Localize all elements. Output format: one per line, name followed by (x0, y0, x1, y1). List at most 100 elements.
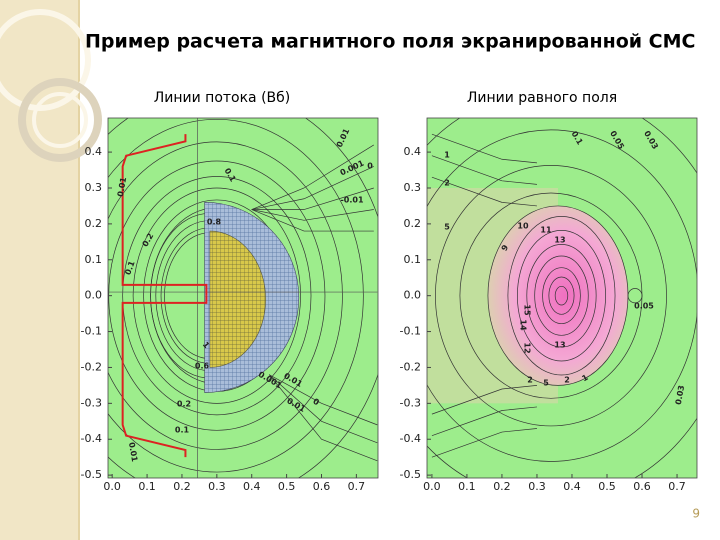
x-tick-label: 0.3 (528, 480, 546, 493)
y-tick-label: -0.2 (81, 360, 102, 373)
contour-label: 1 (444, 151, 450, 160)
contour-line (627, 288, 643, 304)
contour-line (431, 155, 537, 185)
contour-label: 15 (523, 304, 532, 316)
panel-subtitle: Линии потока (Вб) (154, 90, 291, 106)
contour-label: 12 (523, 342, 532, 353)
x-tick-label: 0.6 (633, 480, 651, 493)
contour-line (122, 176, 312, 416)
contour-line (427, 129, 697, 462)
contour-line (548, 276, 575, 315)
y-tick-label: 0.1 (404, 253, 422, 266)
y-tick-label: 0.4 (404, 145, 422, 158)
x-tick-label: 0.2 (493, 480, 511, 493)
plot-frame (107, 117, 379, 479)
x-tick-label: 0.7 (668, 480, 686, 493)
y-tick-label: -0.5 (81, 468, 102, 481)
y-tick-label: 0.2 (404, 217, 422, 230)
contour-label: 0.01 (127, 441, 139, 462)
x-tick-label: 0.1 (458, 480, 476, 493)
contour-label: 0.03 (674, 384, 686, 405)
contour-line (431, 406, 537, 436)
contour-line (431, 428, 537, 458)
plot (108, 118, 378, 478)
x-tick-label: 0.5 (598, 480, 616, 493)
y-tick-label: -0.2 (400, 360, 421, 373)
contour-line (268, 374, 378, 426)
contour-label: 2 (564, 376, 570, 385)
contour-line (251, 144, 374, 210)
contour-line (435, 165, 667, 427)
contour-label: 0.6 (195, 362, 210, 371)
contour-line (132, 187, 301, 404)
x-tick-label: 0.4 (243, 480, 261, 493)
y-tick-label: -0.3 (81, 396, 102, 409)
contour-line (431, 176, 537, 207)
contour-label: 0.05 (634, 302, 654, 311)
x-tick-label: 0.6 (313, 480, 331, 493)
x-tick-label: 0.4 (563, 480, 581, 493)
contour-label: 0 (311, 397, 321, 408)
magnet (209, 230, 266, 368)
contour-label: 10 (517, 222, 529, 231)
y-tick-label: -0.1 (81, 325, 102, 338)
y-tick-label: 0.3 (404, 181, 422, 194)
conductor (121, 295, 208, 458)
contour-line (268, 374, 378, 462)
contour-label: 14 (519, 319, 528, 331)
contour-line (526, 243, 597, 348)
y-tick-label: 0.3 (85, 181, 103, 194)
contour-label: 13 (554, 236, 565, 245)
contour-line (251, 187, 374, 210)
contour-label: 9 (500, 243, 511, 253)
contour-label: 1 (201, 340, 212, 350)
contour-label: 2 (444, 179, 450, 188)
contour-label: 13 (554, 341, 565, 350)
contour-line (251, 209, 374, 221)
title: Пример расчета магнитного поля экраниров… (85, 31, 695, 53)
x-tick-label: 0.3 (208, 480, 226, 493)
x-tick-label: 0.0 (423, 480, 441, 493)
y-tick-label: 0.0 (404, 289, 422, 302)
decor (0, 0, 102, 540)
contour-label: 2 (527, 376, 533, 385)
contour-line (431, 133, 537, 164)
y-tick-label: 0.4 (85, 145, 103, 158)
contour-line (268, 374, 378, 444)
y-tick-label: -0.3 (400, 396, 421, 409)
plot-frame (426, 117, 698, 479)
x-tick-label: 0.7 (348, 480, 366, 493)
x-tick-label: 0.1 (138, 480, 156, 493)
y-tick-label: -0.1 (400, 325, 421, 338)
contour-line (108, 118, 364, 473)
page-number: 9 (692, 507, 700, 521)
contour-label: 0.8 (207, 218, 222, 227)
contour-label: 0.01 (116, 176, 128, 197)
conductor (121, 134, 208, 296)
contour-label: 5 (444, 223, 450, 232)
contour-label: 0.1 (175, 426, 190, 435)
contour-label: 11 (540, 226, 552, 235)
y-tick-label: 0.0 (85, 289, 103, 302)
contour-label: 5 (543, 379, 549, 388)
contour-line (517, 229, 606, 362)
field-peak (487, 205, 629, 386)
y-tick-label: 0.1 (85, 253, 103, 266)
y-tick-label: 0.2 (85, 217, 103, 230)
contour-line (251, 209, 374, 232)
contour-label: -0.01 (340, 196, 363, 205)
contour-line (542, 267, 581, 325)
y-tick-label: -0.5 (400, 468, 421, 481)
plot (427, 118, 697, 478)
x-tick-label: 0.0 (103, 480, 121, 493)
contour-label: 1 (580, 372, 590, 383)
contour-line (534, 255, 589, 336)
x-tick-label: 0.2 (173, 480, 191, 493)
contour-line (108, 141, 343, 450)
contour-label: 0 (367, 162, 373, 171)
contour-label: 0.2 (177, 400, 191, 409)
y-tick-label: -0.4 (81, 432, 102, 445)
contour-line (251, 166, 374, 210)
contour-line (507, 215, 616, 376)
